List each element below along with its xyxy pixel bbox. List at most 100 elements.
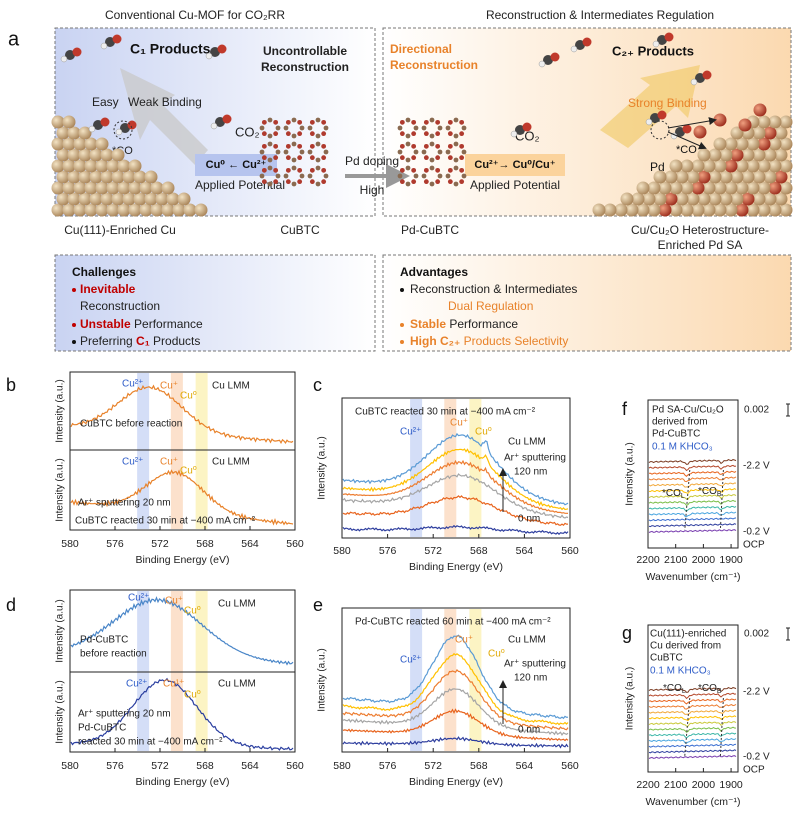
product-arrow — [120, 68, 208, 165]
note: Cu LMM — [508, 437, 546, 448]
molecule — [510, 130, 518, 138]
mof-node — [399, 179, 405, 185]
note: Cu⁺ — [165, 596, 183, 607]
atom — [669, 203, 683, 217]
note: Cu⁰ — [184, 690, 201, 701]
note: *COL — [663, 683, 686, 695]
x-tick-label: 560 — [561, 760, 579, 772]
molecule — [645, 118, 653, 126]
x-tick-label: 576 — [106, 538, 124, 550]
mof-node — [423, 119, 429, 125]
item: Reconstruction & Intermediates — [410, 282, 577, 296]
atom — [774, 148, 788, 162]
mof-node — [291, 181, 297, 187]
scale-bar — [786, 403, 790, 417]
spectrum — [342, 473, 569, 519]
atom — [625, 203, 639, 217]
scale-bar — [786, 627, 790, 641]
atom — [719, 192, 733, 206]
ir-spectrum — [648, 726, 737, 733]
mof-node — [297, 119, 303, 125]
note: Cu¹⁺ — [163, 679, 184, 690]
molecule — [100, 42, 108, 50]
atom — [779, 181, 793, 195]
spectrum — [342, 495, 569, 527]
atom — [620, 192, 634, 206]
note: Cu²⁺ — [400, 655, 421, 666]
atom — [95, 181, 109, 195]
y-axis-label: Intensity (a.u.) — [317, 436, 328, 499]
note: Easy — [92, 95, 119, 109]
mof-node — [437, 125, 443, 131]
x-tick-label: 580 — [61, 538, 79, 550]
note: Ar⁺ sputtering — [504, 453, 566, 464]
molecule — [675, 127, 685, 137]
mof-node — [315, 141, 321, 147]
molecule — [582, 37, 592, 47]
box-title: Challenges — [72, 265, 136, 279]
mof-node — [461, 125, 467, 131]
atom — [106, 159, 120, 173]
molecule — [664, 32, 674, 42]
atom — [78, 192, 92, 206]
ir-spectrum — [648, 505, 737, 512]
atom — [753, 103, 767, 117]
y-axis-label: Intensity (a.u.) — [55, 599, 66, 662]
mof-node — [405, 133, 411, 139]
note: Ar⁺ sputtering 20 nm — [78, 709, 171, 720]
note-sub: B — [717, 491, 722, 498]
region-band — [137, 591, 150, 751]
note: Cu²⁺ — [122, 379, 143, 390]
note: Weak Binding — [128, 95, 202, 109]
atom — [730, 148, 744, 162]
guide — [684, 469, 691, 531]
mof-node — [411, 179, 417, 185]
y-axis-label: Intensity (a.u.) — [625, 667, 636, 730]
atom — [117, 203, 131, 217]
atom — [78, 148, 92, 162]
mof-node — [285, 143, 291, 149]
note: Cu⁺ — [450, 418, 468, 429]
atom — [67, 170, 81, 184]
mof-node — [299, 173, 305, 179]
bullet — [400, 340, 404, 344]
guide — [684, 697, 691, 757]
atom — [106, 203, 120, 217]
note: Applied Potential — [470, 178, 560, 192]
atom — [713, 159, 727, 173]
atom — [84, 159, 98, 173]
bullet — [72, 323, 76, 327]
note: reacted 30 min at −400 mA cm⁻² — [78, 737, 223, 748]
panel-label: c — [313, 375, 322, 395]
mof-node — [399, 167, 405, 173]
atom — [658, 203, 672, 217]
atom — [691, 203, 705, 217]
note: *COB — [698, 486, 722, 498]
mof-node — [411, 119, 417, 125]
status: Uncontrollable — [263, 44, 347, 58]
panel-a: a Conventional Cu-MOF for CO₂RR Reconstr… — [8, 8, 793, 352]
region-band — [137, 373, 150, 529]
atom — [741, 148, 755, 162]
note: CO₂ — [235, 124, 260, 139]
atom — [144, 192, 158, 206]
atom — [763, 148, 777, 162]
note: OCP — [743, 540, 765, 551]
atom — [680, 159, 694, 173]
challenges-box — [54, 254, 376, 352]
mof-node — [309, 167, 315, 173]
mof-node — [397, 173, 403, 179]
atom — [78, 170, 92, 184]
mof-node — [423, 167, 429, 173]
box-title: Advantages — [400, 265, 468, 279]
atom — [675, 192, 689, 206]
note: *COB — [698, 683, 722, 695]
mof-node — [285, 167, 291, 173]
atom — [724, 137, 738, 151]
atom — [757, 137, 771, 151]
mof-node — [405, 157, 411, 163]
molecule — [88, 125, 96, 133]
product-arrow — [600, 65, 700, 148]
note: Cu²⁺ — [126, 679, 147, 690]
atom — [768, 203, 782, 217]
